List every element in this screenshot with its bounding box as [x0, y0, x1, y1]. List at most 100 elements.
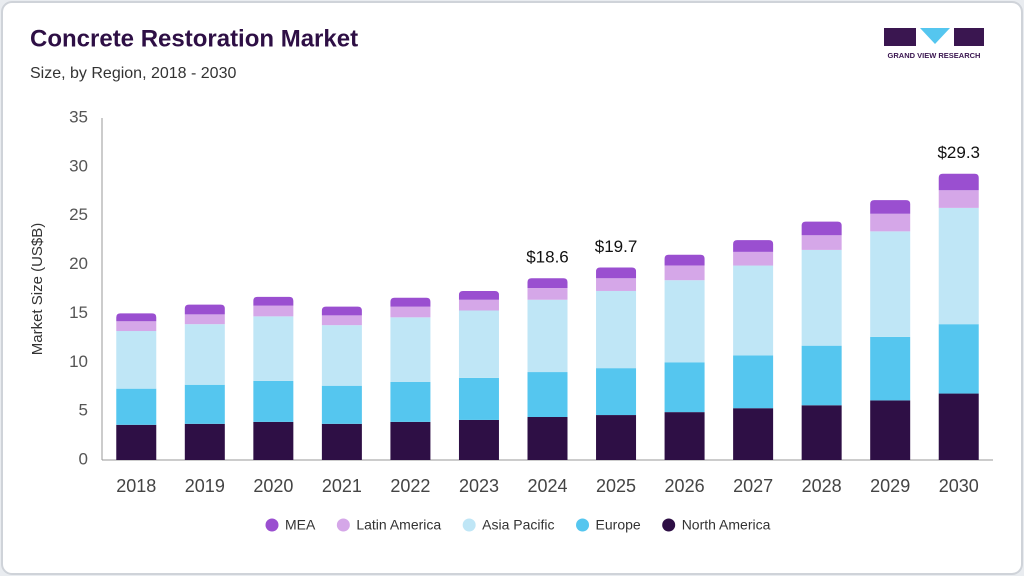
bar-segment: [596, 415, 637, 460]
bar-segment: [801, 249, 842, 346]
y-tick-label: 30: [69, 156, 88, 175]
logo-block: [954, 28, 984, 46]
legend-swatch: [462, 518, 476, 532]
bar-segment: [801, 221, 842, 236]
bar-segment: [938, 393, 979, 460]
bar-segment: [184, 423, 225, 460]
bar-segment: [870, 400, 911, 460]
x-tick-label: 2029: [870, 476, 910, 496]
logo: GRAND VIEW RESEARCH: [884, 28, 984, 60]
bar-segment: [733, 408, 774, 460]
legend-swatch: [265, 518, 279, 532]
x-tick-label: 2026: [665, 476, 705, 496]
legend-swatch: [576, 518, 590, 532]
bar-segment: [733, 240, 774, 252]
bar-segment: [733, 265, 774, 356]
bar-segment: [390, 317, 431, 382]
bar-segment: [253, 296, 294, 306]
bar-segment: [664, 280, 705, 363]
bar-segment: [253, 305, 294, 317]
total-label: $18.6: [526, 248, 569, 267]
bar-segment: [321, 423, 362, 460]
logo-mark: [920, 28, 950, 44]
legend-label: North America: [682, 517, 771, 533]
bar-segment: [801, 235, 842, 250]
bar-segment: [184, 304, 225, 315]
bar-segment: [116, 321, 157, 332]
bar-segment: [527, 372, 568, 418]
bar-segment: [596, 278, 637, 291]
bar-segment: [938, 207, 979, 325]
x-tick-label: 2020: [253, 476, 293, 496]
bar-segment: [664, 265, 705, 281]
y-tick-label: 20: [69, 254, 88, 273]
bar-segment: [733, 251, 774, 266]
total-label: $29.3: [937, 143, 980, 162]
x-tick-label: 2025: [596, 476, 636, 496]
bar-segment: [801, 345, 842, 406]
total-label: $19.7: [595, 237, 638, 256]
bar-segment: [458, 299, 499, 311]
bar-segment: [116, 388, 157, 425]
legend-label: Asia Pacific: [482, 517, 554, 533]
bar-segment: [458, 419, 499, 460]
bar-segment: [596, 368, 637, 416]
bar-segment: [321, 306, 362, 316]
bar-segment: [253, 421, 294, 460]
bar-segment: [458, 310, 499, 378]
chart-subtitle: Size, by Region, 2018 - 2030: [30, 65, 236, 82]
bar-segment: [596, 267, 637, 279]
x-tick-label: 2021: [322, 476, 362, 496]
bar-segment: [938, 173, 979, 191]
x-tick-label: 2024: [527, 476, 567, 496]
y-tick-label: 0: [79, 449, 88, 468]
bar-segment: [527, 417, 568, 460]
logo-text: GRAND VIEW RESEARCH: [888, 51, 981, 60]
bar-segment: [184, 324, 225, 385]
x-tick-label: 2023: [459, 476, 499, 496]
bar-segment: [253, 316, 294, 381]
bar-segment: [870, 336, 911, 401]
bar-segment: [938, 190, 979, 208]
bar-segment: [321, 315, 362, 326]
bar-segment: [184, 314, 225, 325]
bar-segment: [664, 254, 705, 266]
bar-segment: [596, 290, 637, 369]
x-tick-label: 2018: [116, 476, 156, 496]
bar-segment: [664, 362, 705, 413]
bar-segment: [390, 306, 431, 318]
bar-segment: [253, 380, 294, 422]
bar-segment: [116, 331, 157, 389]
legend-label: Europe: [596, 517, 641, 533]
y-tick-label: 25: [69, 205, 88, 224]
bar-segment: [390, 297, 431, 307]
y-tick-label: 5: [79, 401, 88, 420]
y-tick-label: 15: [69, 303, 88, 322]
x-tick-label: 2019: [185, 476, 225, 496]
bar-segment: [184, 384, 225, 424]
bar-segment: [801, 405, 842, 460]
bar-segment: [458, 377, 499, 420]
bar-segment: [870, 213, 911, 232]
bar-segment: [321, 325, 362, 386]
y-tick-label: 35: [69, 107, 88, 126]
bar-segment: [390, 421, 431, 460]
x-tick-label: 2028: [802, 476, 842, 496]
bar-segment: [527, 299, 568, 373]
bar-segment: [664, 412, 705, 460]
bar-segment: [321, 385, 362, 424]
legend-swatch: [336, 518, 350, 532]
bar-segment: [870, 231, 911, 337]
y-tick-label: 10: [69, 352, 88, 371]
bar-segment: [870, 200, 911, 214]
chart-title: Concrete Restoration Market: [30, 25, 358, 52]
bar-segment: [938, 324, 979, 394]
bar-segment: [116, 313, 157, 322]
bar-segment: [527, 288, 568, 300]
x-tick-label: 2022: [390, 476, 430, 496]
x-tick-label: 2030: [939, 476, 979, 496]
bar-segment: [527, 278, 568, 289]
logo-block: [884, 28, 916, 46]
